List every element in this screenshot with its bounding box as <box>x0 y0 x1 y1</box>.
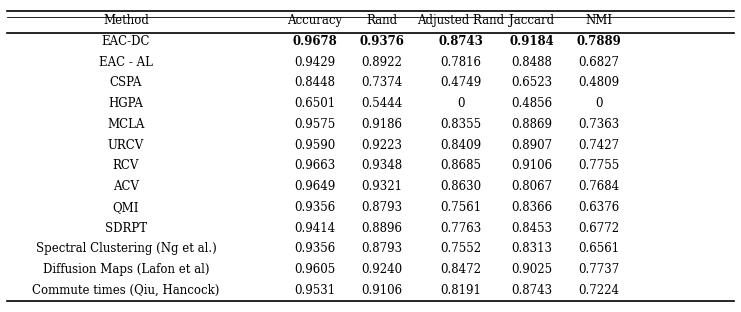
Text: 0.9356: 0.9356 <box>294 201 336 214</box>
Text: Accuracy: Accuracy <box>288 14 342 27</box>
Text: 0.8366: 0.8366 <box>511 201 553 214</box>
Text: 0.7224: 0.7224 <box>578 284 619 297</box>
Text: 0.8453: 0.8453 <box>511 222 553 235</box>
Text: RCV: RCV <box>113 159 139 172</box>
Text: CSPA: CSPA <box>110 76 142 90</box>
Text: 0.8793: 0.8793 <box>361 201 402 214</box>
Text: EAC-DC: EAC-DC <box>102 35 150 48</box>
Text: 0.8355: 0.8355 <box>440 118 482 131</box>
Text: 0.8743: 0.8743 <box>439 35 483 48</box>
Text: 0.6523: 0.6523 <box>511 76 553 90</box>
Text: URCV: URCV <box>108 139 144 152</box>
Text: 0.7561: 0.7561 <box>440 201 482 214</box>
Text: 0.8409: 0.8409 <box>440 139 482 152</box>
Text: 0.6827: 0.6827 <box>578 56 619 69</box>
Text: 0.6561: 0.6561 <box>578 242 619 255</box>
Text: ACV: ACV <box>113 180 139 193</box>
Text: 0.5444: 0.5444 <box>361 97 402 110</box>
Text: 0.9106: 0.9106 <box>511 159 553 172</box>
Text: 0.9649: 0.9649 <box>294 180 336 193</box>
Text: 0.7816: 0.7816 <box>440 56 482 69</box>
Text: 0.9184: 0.9184 <box>510 35 554 48</box>
Text: 0.9348: 0.9348 <box>361 159 402 172</box>
Text: 0.9590: 0.9590 <box>294 139 336 152</box>
Text: 0.9106: 0.9106 <box>361 284 402 297</box>
Text: 0.8907: 0.8907 <box>511 139 553 152</box>
Text: 0.9321: 0.9321 <box>361 180 402 193</box>
Text: 0.9531: 0.9531 <box>294 284 336 297</box>
Text: 0.4809: 0.4809 <box>578 76 619 90</box>
Text: 0.8067: 0.8067 <box>511 180 553 193</box>
Text: 0.8630: 0.8630 <box>440 180 482 193</box>
Text: 0.7363: 0.7363 <box>578 118 619 131</box>
Text: HGPA: HGPA <box>108 97 144 110</box>
Text: QMI: QMI <box>113 201 139 214</box>
Text: 0.7684: 0.7684 <box>578 180 619 193</box>
Text: 0.9429: 0.9429 <box>294 56 336 69</box>
Text: 0.8793: 0.8793 <box>361 242 402 255</box>
Text: 0.9376: 0.9376 <box>359 35 404 48</box>
Text: 0.9240: 0.9240 <box>361 263 402 276</box>
Text: Diffusion Maps (Lafon et al): Diffusion Maps (Lafon et al) <box>43 263 209 276</box>
Text: 0.8743: 0.8743 <box>511 284 553 297</box>
Text: 0.8922: 0.8922 <box>361 56 402 69</box>
Text: 0.9663: 0.9663 <box>294 159 336 172</box>
Text: 0: 0 <box>595 97 602 110</box>
Text: 0: 0 <box>457 97 465 110</box>
Text: 0.8869: 0.8869 <box>511 118 553 131</box>
Text: 0.7737: 0.7737 <box>578 263 619 276</box>
Text: 0.8448: 0.8448 <box>294 76 336 90</box>
Text: 0.9356: 0.9356 <box>294 242 336 255</box>
Text: 0.7755: 0.7755 <box>578 159 619 172</box>
Text: SDRPT: SDRPT <box>105 222 147 235</box>
Text: 0.4749: 0.4749 <box>440 76 482 90</box>
Text: 0.7427: 0.7427 <box>578 139 619 152</box>
Text: Jaccard: Jaccard <box>510 14 554 27</box>
Text: EAC - AL: EAC - AL <box>99 56 153 69</box>
Text: 0.7889: 0.7889 <box>576 35 621 48</box>
Text: 0.8488: 0.8488 <box>511 56 553 69</box>
Text: 0.9575: 0.9575 <box>294 118 336 131</box>
Text: 0.8472: 0.8472 <box>440 263 482 276</box>
Text: 0.8896: 0.8896 <box>361 222 402 235</box>
Text: Method: Method <box>103 14 149 27</box>
Text: 0.8191: 0.8191 <box>440 284 482 297</box>
Text: 0.4856: 0.4856 <box>511 97 553 110</box>
Text: 0.8685: 0.8685 <box>440 159 482 172</box>
Text: 0.9186: 0.9186 <box>361 118 402 131</box>
Text: 0.7763: 0.7763 <box>440 222 482 235</box>
Text: 0.6501: 0.6501 <box>294 97 336 110</box>
Text: Adjusted Rand: Adjusted Rand <box>417 14 505 27</box>
Text: 0.9223: 0.9223 <box>361 139 402 152</box>
Text: NMI: NMI <box>585 14 612 27</box>
Text: Spectral Clustering (Ng et al.): Spectral Clustering (Ng et al.) <box>36 242 216 255</box>
Text: 0.9414: 0.9414 <box>294 222 336 235</box>
Text: Rand: Rand <box>366 14 397 27</box>
Text: 0.6376: 0.6376 <box>578 201 619 214</box>
Text: MCLA: MCLA <box>107 118 144 131</box>
Text: 0.6772: 0.6772 <box>578 222 619 235</box>
Text: 0.9025: 0.9025 <box>511 263 553 276</box>
Text: 0.7552: 0.7552 <box>440 242 482 255</box>
Text: Commute times (Qiu, Hancock): Commute times (Qiu, Hancock) <box>33 284 219 297</box>
Text: 0.7374: 0.7374 <box>361 76 402 90</box>
Text: 0.9605: 0.9605 <box>294 263 336 276</box>
Text: 0.9678: 0.9678 <box>293 35 337 48</box>
Text: 0.8313: 0.8313 <box>511 242 553 255</box>
